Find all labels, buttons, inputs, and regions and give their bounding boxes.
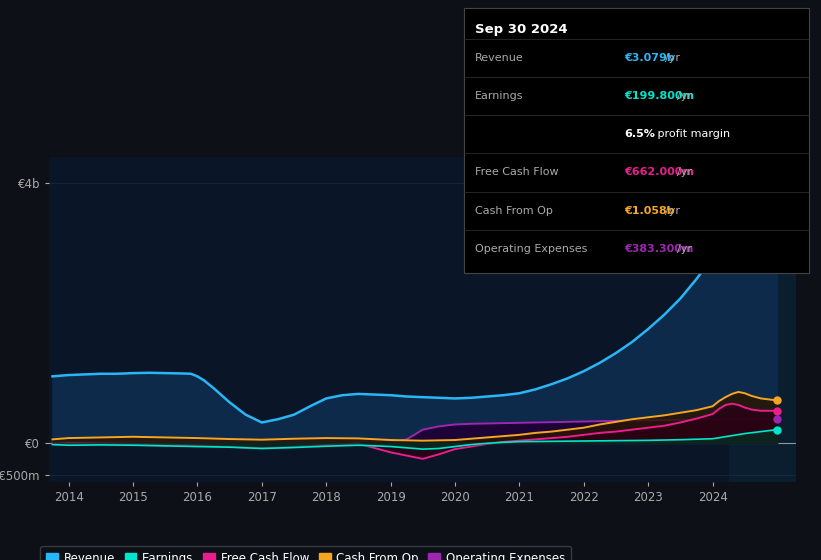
Text: Revenue: Revenue [475, 53, 523, 63]
Text: profit margin: profit margin [654, 129, 730, 139]
Text: /yr: /yr [677, 91, 692, 101]
Text: /yr: /yr [677, 167, 692, 178]
Text: /yr: /yr [665, 206, 681, 216]
Text: Operating Expenses: Operating Expenses [475, 244, 587, 254]
Text: 6.5%: 6.5% [624, 129, 655, 139]
Text: /yr: /yr [677, 244, 692, 254]
Text: €1.058b: €1.058b [624, 206, 675, 216]
Text: Cash From Op: Cash From Op [475, 206, 553, 216]
Text: Free Cash Flow: Free Cash Flow [475, 167, 558, 178]
Text: Earnings: Earnings [475, 91, 523, 101]
Text: €3.079b: €3.079b [624, 53, 675, 63]
Legend: Revenue, Earnings, Free Cash Flow, Cash From Op, Operating Expenses: Revenue, Earnings, Free Cash Flow, Cash … [40, 546, 571, 560]
Text: Sep 30 2024: Sep 30 2024 [475, 23, 567, 36]
Text: €199.800m: €199.800m [624, 91, 694, 101]
Text: €383.300m: €383.300m [624, 244, 694, 254]
Text: /yr: /yr [665, 53, 681, 63]
Text: €662.000m: €662.000m [624, 167, 694, 178]
Bar [729, 157, 796, 482]
